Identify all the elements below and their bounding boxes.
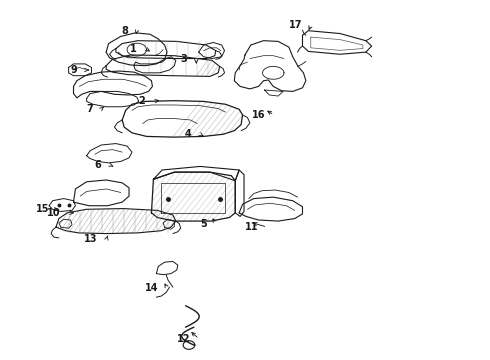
Text: 10: 10 bbox=[48, 208, 61, 218]
Text: 4: 4 bbox=[185, 129, 192, 139]
Text: 13: 13 bbox=[84, 234, 98, 244]
Text: 7: 7 bbox=[86, 104, 93, 113]
Text: 2: 2 bbox=[138, 96, 145, 107]
Text: 14: 14 bbox=[145, 283, 158, 293]
Text: 6: 6 bbox=[95, 160, 101, 170]
Text: 15: 15 bbox=[36, 204, 49, 214]
Text: 3: 3 bbox=[181, 54, 188, 64]
Text: 8: 8 bbox=[121, 26, 128, 36]
Text: 16: 16 bbox=[252, 110, 266, 120]
Text: 1: 1 bbox=[130, 44, 137, 54]
Text: 9: 9 bbox=[70, 65, 77, 75]
Text: 17: 17 bbox=[289, 19, 302, 30]
Text: 5: 5 bbox=[200, 219, 207, 229]
Text: 12: 12 bbox=[177, 334, 191, 344]
Text: 11: 11 bbox=[245, 222, 259, 232]
